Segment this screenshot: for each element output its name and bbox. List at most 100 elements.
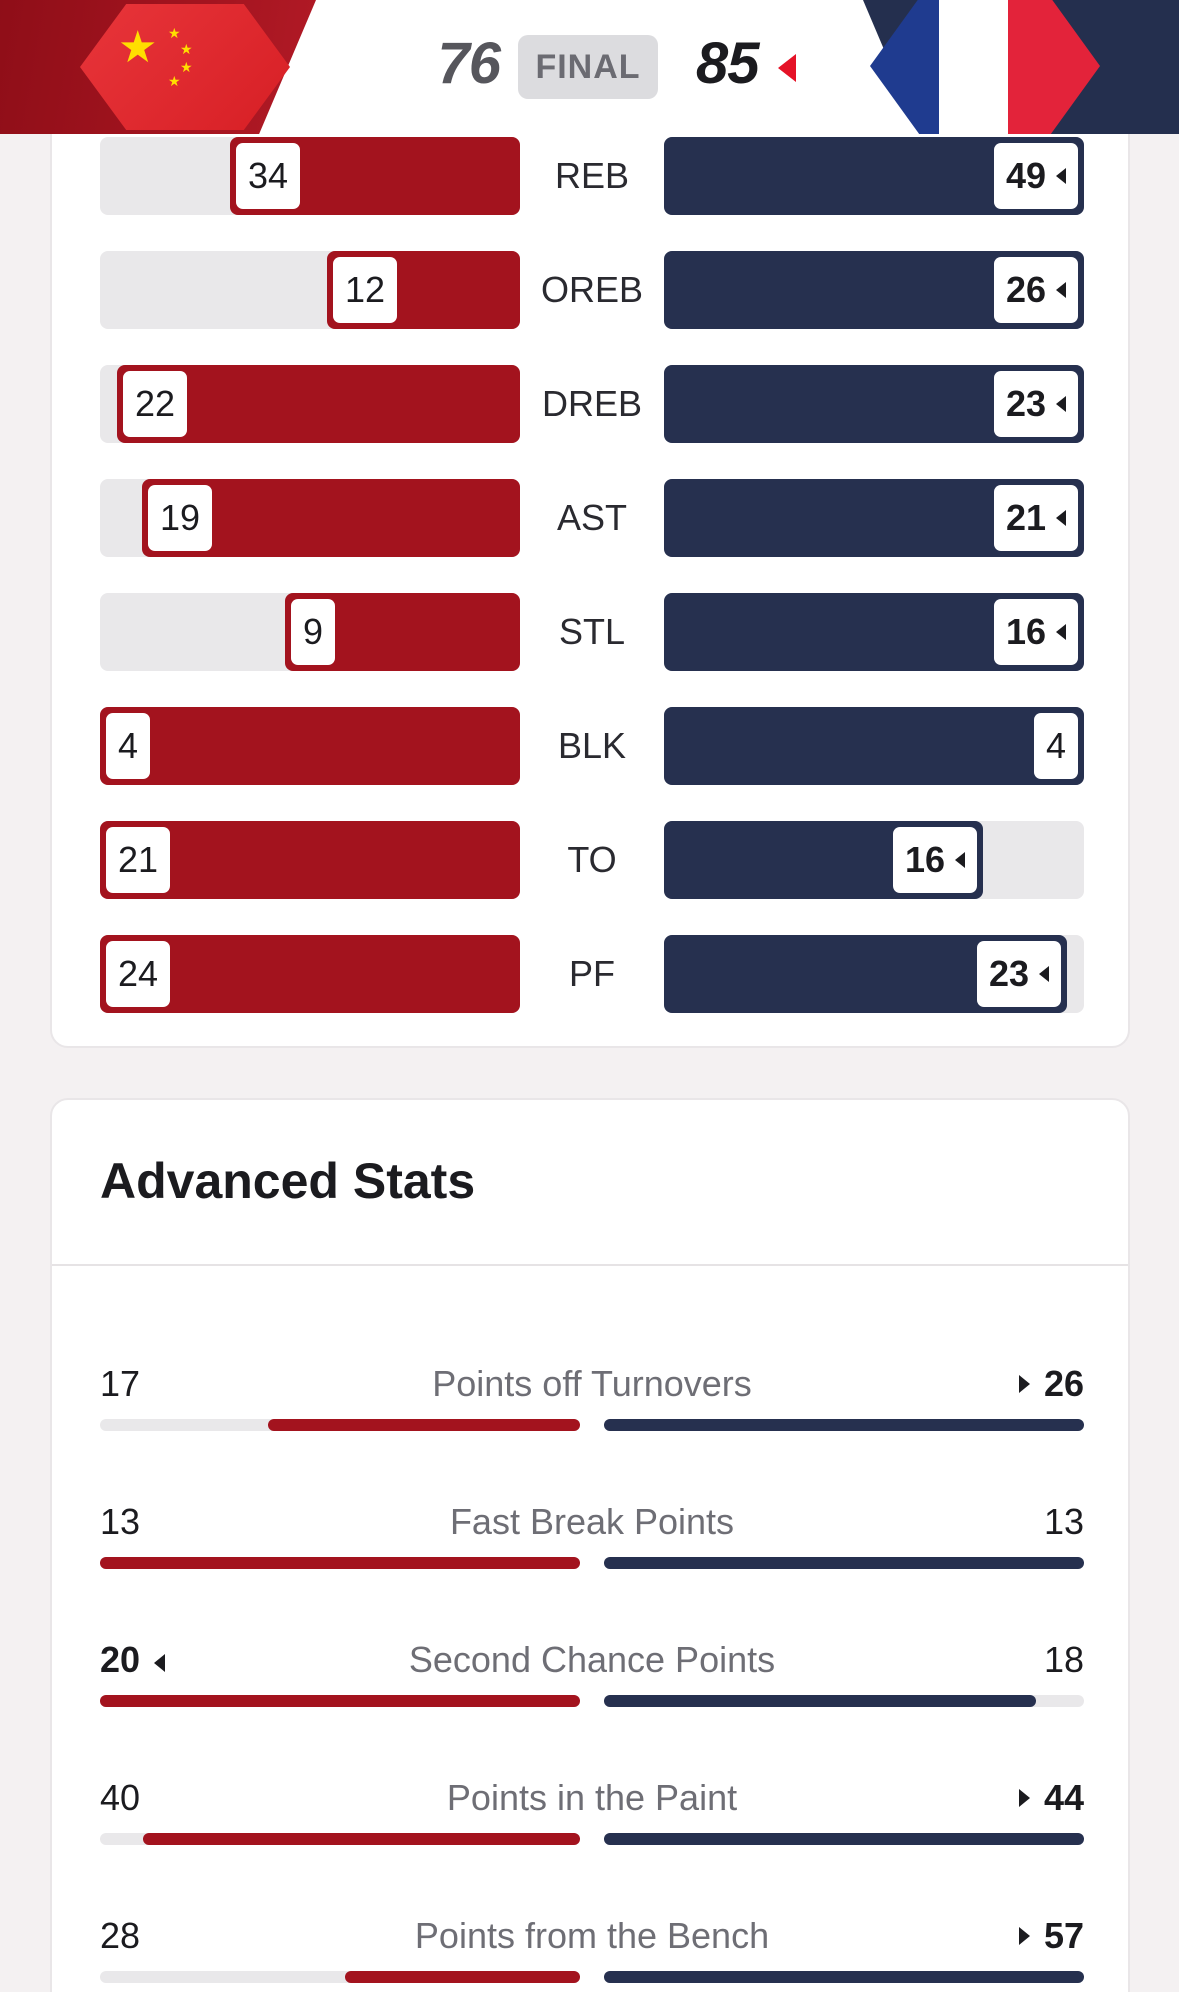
away-bar-track: 16 (664, 593, 1084, 671)
home-bar-fill: 22 (117, 365, 520, 443)
away-advanced-bar-fill (604, 1833, 1084, 1845)
leader-arrow-icon (1056, 624, 1066, 640)
stat-row-to: 21 TO 16 (2, 821, 1179, 899)
away-stat-value: 16 (993, 599, 1078, 665)
away-stat-value-text: 23 (988, 953, 1029, 994)
home-bar-fill: 19 (142, 479, 520, 557)
china-flag-icon[interactable]: ★ ★ ★ ★ ★ (80, 4, 290, 130)
away-advanced-value: 57 (1018, 1915, 1084, 1957)
advanced-stat-label: Points from the Bench (414, 1915, 770, 1956)
stat-row-pf: 24 PF 23 (2, 935, 1179, 1013)
home-bar-fill: 9 (285, 593, 520, 671)
stat-row-reb: 34 REB 49 (2, 137, 1179, 215)
away-bar-fill: 4 (664, 707, 1084, 785)
home-advanced-bar-fill (345, 1971, 580, 1983)
away-advanced-bar-track (604, 1971, 1084, 1983)
leader-arrow-icon (1018, 1927, 1030, 1945)
home-advanced-value: 13 (100, 1501, 140, 1543)
stat-label: AST (556, 497, 627, 538)
stat-label: OREB (540, 269, 644, 310)
home-advanced-value: 28 (100, 1915, 140, 1957)
away-bar-fill: 21 (664, 479, 1084, 557)
advanced-stat-label: Fast Break Points (449, 1501, 735, 1542)
leader-arrow-icon (1056, 510, 1066, 526)
away-stat-value-text: 16 (904, 839, 945, 880)
advanced-stats-card: Advanced Stats 17 Points off Turnovers 26 1… (50, 1098, 1130, 1992)
leader-arrow-icon (1056, 396, 1066, 412)
away-advanced-bar-fill (604, 1557, 1084, 1569)
home-advanced-value-text: 13 (100, 1501, 141, 1542)
game-status-badge: FINAL (518, 35, 658, 99)
away-bar-track: 4 (664, 707, 1084, 785)
stat-label: PF (568, 953, 615, 994)
stat-label: DREB (541, 383, 643, 424)
home-stat-value: 9 (291, 599, 336, 665)
divider (52, 1264, 1128, 1266)
stat-row-blk: 4 BLK 4 (2, 707, 1179, 785)
away-bar-track: 26 (664, 251, 1084, 329)
home-bar-fill: 34 (230, 137, 520, 215)
home-stat-value: 24 (106, 941, 171, 1007)
away-stat-value-text: 16 (1005, 611, 1046, 652)
away-bar-track: 23 (664, 935, 1084, 1013)
home-bar-track: 4 (100, 707, 520, 785)
leader-arrow-icon (1056, 282, 1066, 298)
away-advanced-value-text: 44 (1043, 1777, 1084, 1818)
away-stat-value: 16 (892, 827, 977, 893)
home-stat-value: 21 (106, 827, 171, 893)
away-advanced-value-text: 57 (1043, 1915, 1084, 1956)
home-bar-track: 19 (100, 479, 520, 557)
away-advanced-bar-fill (604, 1695, 1036, 1707)
away-advanced-value: 26 (1018, 1363, 1084, 1405)
home-advanced-bar-fill (100, 1557, 580, 1569)
home-stat-value: 4 (106, 713, 151, 779)
away-score: 85 (696, 31, 760, 96)
leader-arrow-icon (1018, 1375, 1030, 1393)
home-bar-fill: 12 (327, 251, 520, 329)
away-advanced-bar-track (604, 1419, 1084, 1431)
france-flag-icon[interactable] (870, 0, 1100, 134)
away-advanced-value: 13 (1044, 1501, 1084, 1543)
away-advanced-value: 44 (1018, 1777, 1084, 1819)
away-stat-value: 4 (1033, 713, 1078, 779)
advanced-stat-label: Points off Turnovers (432, 1363, 752, 1404)
stat-label: BLK (557, 725, 627, 766)
home-bar-track: 9 (100, 593, 520, 671)
away-advanced-bar-fill (604, 1419, 1084, 1431)
home-stat-value: 22 (123, 371, 188, 437)
home-bar-track: 22 (100, 365, 520, 443)
home-advanced-bar-fill (100, 1695, 580, 1707)
home-stat-value: 34 (236, 143, 301, 209)
advanced-stat-row: 13 Fast Break Points 13 (52, 1501, 1132, 1601)
away-bar-track: 16 (664, 821, 1084, 899)
team-stats-card: 34 REB 49 12 OREB 26 22 DREB 23 19 AST 21 9 STL 16 4 BLK… (50, 80, 1130, 1048)
home-advanced-value-text: 17 (100, 1363, 141, 1404)
away-advanced-bar-fill (604, 1971, 1084, 1983)
away-bar-fill: 26 (664, 251, 1084, 329)
advanced-stat-row: 17 Points off Turnovers 26 (52, 1363, 1132, 1463)
home-advanced-value-text: 20 (100, 1639, 141, 1680)
home-advanced-bar-track (100, 1419, 580, 1431)
away-advanced-bar-track (604, 1833, 1084, 1845)
home-bar-fill: 21 (100, 821, 520, 899)
away-bar-track: 23 (664, 365, 1084, 443)
home-advanced-value: 20 (100, 1639, 166, 1681)
leader-arrow-icon (955, 852, 965, 868)
advanced-stat-label: Second Chance Points (408, 1639, 776, 1680)
away-stat-value-text: 49 (1005, 155, 1046, 196)
away-stat-value: 26 (993, 257, 1078, 323)
home-advanced-bar-fill (268, 1419, 580, 1431)
away-advanced-value-text: 26 (1043, 1363, 1084, 1404)
winner-arrow-icon (778, 54, 796, 82)
home-bar-track: 12 (100, 251, 520, 329)
stat-row-stl: 9 STL 16 (2, 593, 1179, 671)
home-advanced-bar-track (100, 1833, 580, 1845)
score-header: ★ ★ ★ ★ ★ 76 FINAL 85 (0, 0, 1179, 134)
away-bar-fill: 23 (664, 365, 1084, 443)
away-stat-value: 23 (976, 941, 1061, 1007)
leader-arrow-icon (1018, 1789, 1030, 1807)
stat-label: STL (558, 611, 626, 652)
advanced-stat-label: Points in the Paint (446, 1777, 738, 1818)
away-bar-fill: 16 (664, 821, 983, 899)
home-bar-fill: 24 (100, 935, 520, 1013)
